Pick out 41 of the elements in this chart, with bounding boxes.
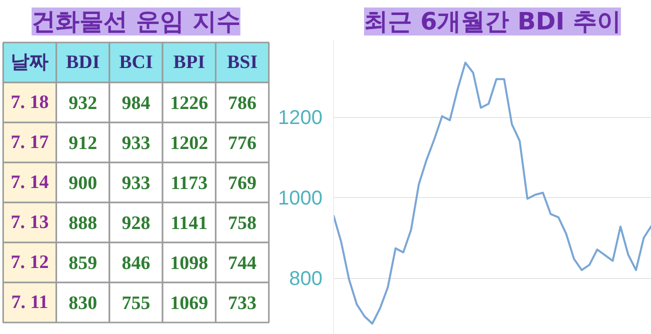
- data-label: 928: [122, 213, 150, 234]
- y-tick-label: 7. 11: [11, 292, 48, 313]
- data-label: 859: [68, 253, 98, 274]
- chart-title: 건화물선 운임 지수: [32, 8, 240, 36]
- x-tick-label: BCI: [119, 52, 153, 73]
- data-label: 933: [122, 133, 150, 154]
- y-tick-label: 1200: [278, 107, 323, 130]
- data-label: 933: [122, 173, 150, 194]
- data-label: 776: [228, 133, 257, 154]
- y-tick-label: 7. 18: [10, 92, 49, 113]
- data-label: 733: [228, 293, 257, 314]
- data-label: 1226: [170, 93, 208, 114]
- data-label: 900: [68, 173, 98, 194]
- x-tick-label: BDI: [66, 52, 100, 73]
- data-label: 758: [228, 213, 257, 234]
- data-label: 1141: [170, 213, 208, 234]
- x-tick-label: BSI: [226, 52, 258, 73]
- y-tick-label: 7. 13: [10, 212, 49, 233]
- y-tick-label: 7. 12: [10, 252, 49, 273]
- data-label: 1173: [170, 173, 208, 194]
- data-label: 786: [228, 93, 257, 114]
- data-label: 984: [122, 93, 151, 114]
- data-label: 1098: [170, 253, 208, 274]
- data-label: 888: [68, 213, 98, 234]
- line-series: [334, 62, 651, 325]
- data-label: 912: [68, 133, 98, 154]
- y-tick-label: 7. 17: [10, 132, 50, 153]
- data-label: 830: [68, 293, 98, 314]
- data-label: 744: [228, 253, 258, 274]
- data-label: 1069: [170, 293, 208, 314]
- data-label: 755: [122, 293, 150, 314]
- x-tick-label: BPI: [173, 52, 205, 73]
- data-label: 846: [122, 253, 150, 274]
- y-axis-title: 날짜: [10, 52, 49, 73]
- chart-title: 최근 6개월간 BDI 추이: [364, 8, 621, 36]
- data-label: 769: [228, 173, 257, 194]
- data-label: 932: [68, 93, 98, 114]
- y-tick-label: 1000: [278, 188, 323, 210]
- y-tick-label: 7. 14: [10, 172, 50, 193]
- data-label: 1202: [170, 133, 208, 154]
- y-tick-label: 800: [289, 268, 323, 290]
